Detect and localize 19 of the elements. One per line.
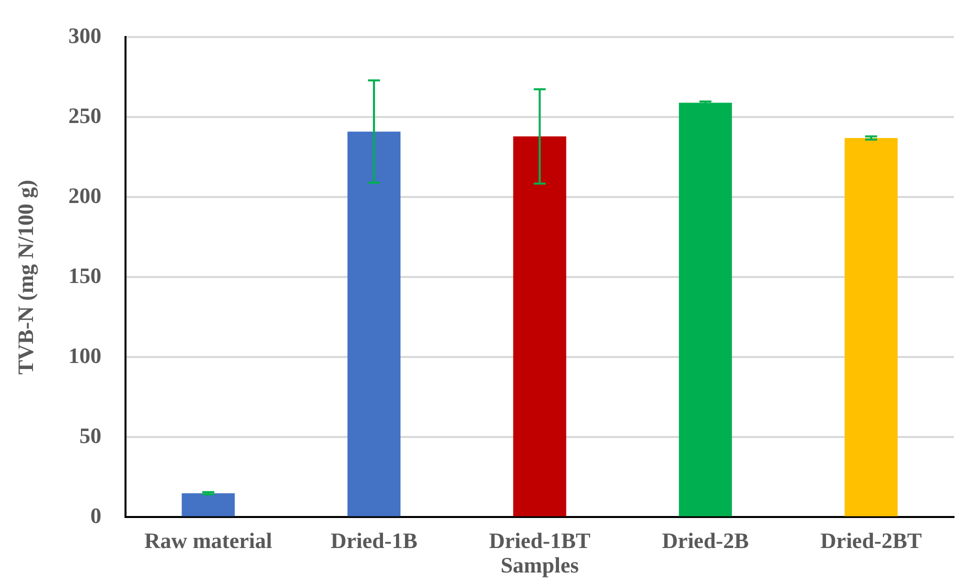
bar	[182, 493, 235, 516]
y-tick-label: 150	[68, 262, 102, 288]
y-tick-label: 200	[68, 182, 102, 208]
y-tick-label: 0	[90, 502, 102, 528]
bar	[347, 132, 400, 516]
x-tick-label: Dried-1B	[330, 528, 418, 554]
y-tick-label: 300	[68, 22, 102, 48]
x-tick-label: Dried-1BT	[488, 528, 591, 554]
y-tick-label: 250	[68, 102, 102, 128]
x-axis-title: Samples	[500, 552, 580, 578]
bar	[844, 138, 898, 516]
x-tick-label: Raw material	[144, 528, 272, 554]
bar	[513, 136, 566, 516]
x-tick-label: Dried-2BT	[820, 528, 922, 554]
y-axis-title: TVB-N (mg N/100 g)	[12, 180, 38, 375]
x-tick-label: Dried-2B	[662, 528, 750, 554]
y-tick-label: 50	[79, 422, 102, 448]
bar	[678, 102, 732, 516]
y-tick-label: 100	[68, 342, 102, 368]
